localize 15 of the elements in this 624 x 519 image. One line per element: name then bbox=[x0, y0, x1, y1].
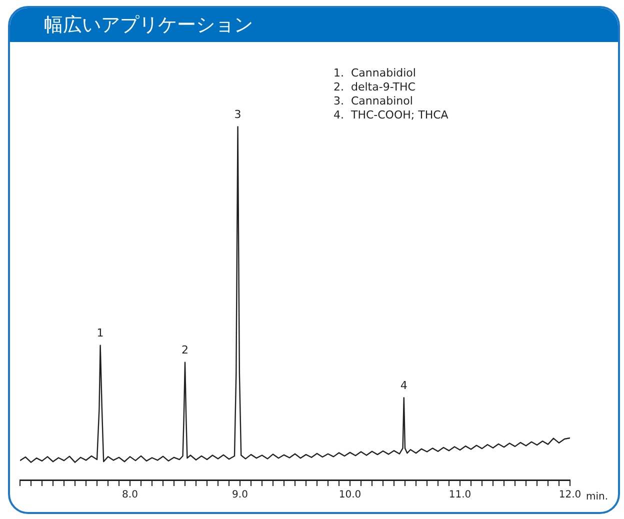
x-axis-title: min. bbox=[586, 492, 608, 503]
chart-title: 幅広いアプリケーション bbox=[10, 8, 618, 42]
x-tick-label: 12.0 bbox=[558, 490, 582, 501]
x-tick-label: 11.0 bbox=[448, 490, 472, 501]
text: 4. THC-COOH; THCA bbox=[334, 108, 449, 122]
annotation: 4 bbox=[400, 379, 408, 392]
x-tick-label: 8.0 bbox=[122, 490, 138, 501]
annotation: 1 bbox=[96, 326, 104, 340]
annotation: 2 bbox=[182, 344, 188, 357]
x-tick-label: 9.0 bbox=[232, 490, 248, 501]
annotation: 3 bbox=[234, 108, 242, 122]
x-tick-label: 10.0 bbox=[338, 490, 362, 501]
text: 2. delta-9-THC bbox=[334, 80, 416, 94]
text: 1. Cannabidiol bbox=[334, 66, 416, 80]
text: 3. Cannabinol bbox=[334, 94, 413, 108]
